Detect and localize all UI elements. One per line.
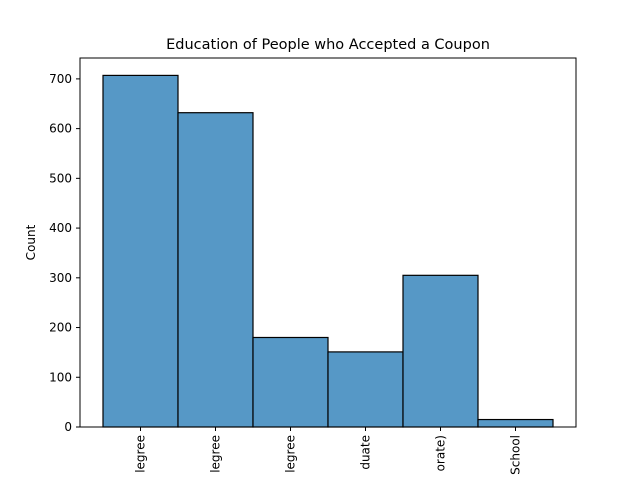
y-tick-label-0: 0 <box>64 420 72 434</box>
y-tick-label-1: 100 <box>49 370 72 384</box>
bar-3 <box>327 351 404 428</box>
y-tick-label-2: 200 <box>49 321 72 335</box>
y-tick-label-5: 500 <box>49 171 72 185</box>
x-tick-label-2: legree <box>284 435 298 473</box>
y-tick-label-7: 700 <box>49 72 72 86</box>
chart-title: Education of People who Accepted a Coupo… <box>166 37 490 53</box>
bar-0 <box>102 74 179 428</box>
y-tick-label-3: 300 <box>49 271 72 285</box>
bars-group <box>102 74 554 428</box>
x-tick-label-0: legree <box>134 435 148 473</box>
x-tick-label-1: legree <box>209 435 223 473</box>
y-tick-label-6: 600 <box>49 122 72 136</box>
bar-1 <box>177 112 254 428</box>
bar-2 <box>252 336 329 428</box>
y-axis-label: Count <box>24 224 38 260</box>
bar-4 <box>402 274 479 428</box>
x-tick-label-4: orate) <box>434 435 448 471</box>
x-tick-label-3: duate <box>359 435 373 470</box>
x-axis: legree legree legree duate orate) School <box>134 427 523 475</box>
x-tick-label-5: School <box>509 435 523 475</box>
y-axis: 0 100 200 300 400 500 600 700 <box>49 72 80 434</box>
y-tick-label-4: 400 <box>49 221 72 235</box>
bar-5 <box>477 418 554 428</box>
plot-frame <box>79 57 577 428</box>
